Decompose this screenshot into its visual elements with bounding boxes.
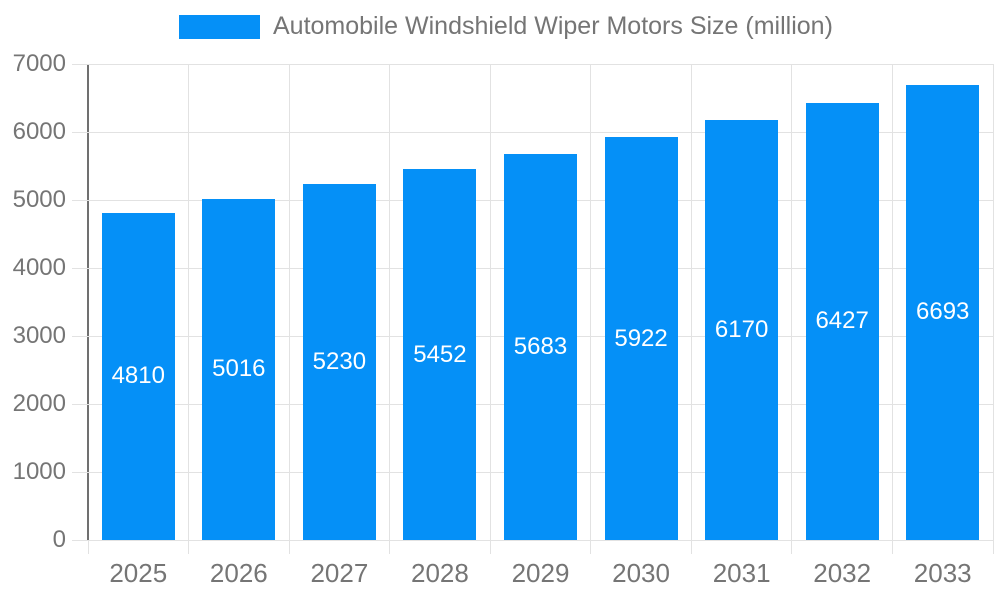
bar-2027: 5230 (302, 184, 376, 540)
y-tick-label: 0 (52, 526, 66, 553)
y-axis-tick (72, 63, 88, 65)
y-axis-tick (72, 335, 88, 337)
v-gridline (992, 64, 994, 540)
bar-value-label: 5922 (614, 324, 668, 352)
bar-2030: 5922 (604, 137, 678, 540)
x-axis-tick (891, 540, 893, 554)
bar-value-label: 5452 (413, 340, 467, 368)
x-tick-label: 2030 (612, 558, 670, 588)
y-tick-label: 3000 (12, 322, 66, 349)
x-tick-label: 2028 (411, 558, 469, 588)
y-tick-label: 7000 (12, 50, 66, 77)
x-axis-tick (690, 540, 692, 554)
h-gridline (88, 63, 993, 65)
x-axis-tick (791, 540, 793, 554)
x-axis-tick (288, 540, 290, 554)
h-gridline (88, 131, 993, 133)
v-gridline (791, 64, 793, 540)
x-axis-tick (489, 540, 491, 554)
bar-2029: 5683 (504, 153, 577, 540)
x-axis-tick (188, 540, 190, 554)
v-gridline (389, 64, 391, 540)
bar-2032: 6427 (805, 102, 879, 540)
bar-value-label: 4810 (111, 362, 165, 390)
v-gridline (188, 64, 190, 540)
bar-value-label: 5230 (312, 348, 367, 376)
y-tick-label: 5000 (12, 186, 66, 213)
x-axis-tick (590, 540, 592, 554)
bar-2031: 6170 (705, 120, 779, 540)
x-tick-label: 2033 (913, 558, 972, 588)
legend: Automobile Windshield Wiper Motors Size … (179, 14, 833, 39)
x-tick-label: 2026 (209, 558, 268, 588)
h-gridline (88, 539, 993, 541)
y-axis-tick (72, 131, 88, 133)
plot-area: 0 1000 2000 3000 4000 5000 6000 7000 4810 2025 501… (13, 52, 994, 586)
bar-value-label: 5016 (212, 355, 266, 383)
x-tick-label: 2025 (109, 558, 168, 588)
y-tick-label: 2000 (12, 390, 66, 417)
x-tick-label: 2031 (712, 558, 771, 588)
bar-2028: 5452 (403, 169, 477, 540)
y-tick-label: 4000 (12, 254, 66, 281)
y-tick-label: 6000 (12, 118, 66, 145)
bar-value-label: 5683 (513, 332, 568, 360)
v-gridline (489, 64, 491, 540)
x-axis-tick (87, 540, 89, 554)
v-gridline (590, 64, 592, 540)
y-axis-tick (72, 403, 88, 405)
bar-value-label: 6693 (916, 298, 970, 326)
bar-2033: 6693 (906, 84, 980, 540)
bar-value-label: 6170 (714, 316, 769, 344)
bar-value-label: 6427 (815, 307, 869, 335)
bar-2025: 4810 (101, 212, 175, 540)
y-axis-tick (72, 539, 88, 541)
x-axis-tick (389, 540, 391, 554)
x-tick-label: 2029 (511, 558, 570, 588)
v-gridline (288, 64, 290, 540)
legend-label: Automobile Windshield Wiper Motors Size … (273, 12, 833, 40)
y-tick-label: 1000 (12, 458, 66, 485)
bar-2026: 5016 (202, 198, 276, 540)
y-axis-tick (72, 471, 88, 473)
v-gridline (891, 64, 893, 540)
x-axis-tick (992, 540, 994, 554)
x-tick-label: 2032 (813, 558, 872, 588)
y-axis-tick (72, 199, 88, 201)
legend-color-swatch-icon (179, 14, 260, 39)
x-tick-label: 2027 (310, 558, 369, 588)
y-axis-tick (72, 267, 88, 269)
y-axis-line (87, 64, 89, 540)
v-gridline (690, 64, 692, 540)
